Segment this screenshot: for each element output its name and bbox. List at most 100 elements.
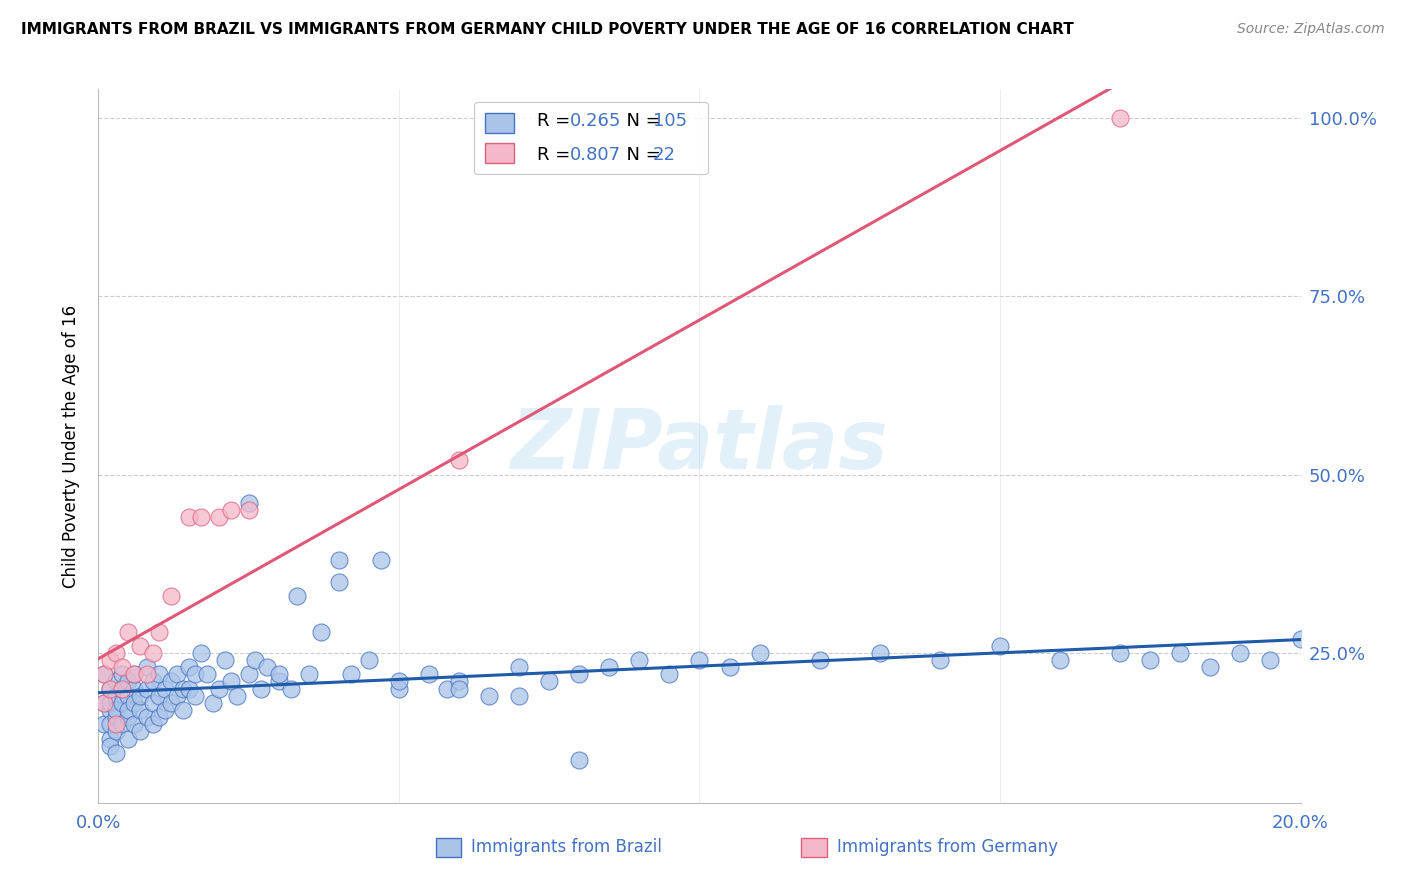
Point	[117, 624, 139, 639]
Point	[105, 724, 128, 739]
Point	[418, 667, 440, 681]
Point	[201, 696, 224, 710]
Point	[159, 696, 181, 710]
Point	[177, 660, 200, 674]
Point	[808, 653, 831, 667]
Point	[153, 703, 176, 717]
Point	[436, 681, 458, 696]
Point	[328, 553, 350, 567]
Point	[135, 667, 157, 681]
Point	[357, 653, 380, 667]
Point	[100, 717, 122, 731]
Point	[190, 510, 212, 524]
Point	[105, 689, 128, 703]
Point	[105, 717, 128, 731]
Point	[93, 696, 115, 710]
Point	[105, 746, 128, 760]
Point	[100, 653, 122, 667]
Point	[1139, 653, 1161, 667]
Point	[219, 503, 242, 517]
Point	[208, 510, 231, 524]
Point	[111, 660, 134, 674]
Point	[447, 674, 470, 689]
Point	[124, 667, 146, 681]
Point	[508, 660, 530, 674]
Point	[105, 646, 128, 660]
Point	[117, 703, 139, 717]
Legend:                               ,                               : ,	[474, 102, 709, 174]
Point	[111, 667, 134, 681]
Point	[129, 689, 152, 703]
Point	[267, 674, 290, 689]
Point	[388, 681, 411, 696]
Point	[124, 696, 146, 710]
Point	[129, 724, 152, 739]
Point	[689, 653, 711, 667]
Text: 22: 22	[652, 146, 675, 164]
Point	[328, 574, 350, 589]
Point	[117, 731, 139, 746]
Point	[141, 646, 163, 660]
Point	[219, 674, 242, 689]
Point	[141, 696, 163, 710]
Point	[183, 667, 205, 681]
Point	[141, 717, 163, 731]
Point	[1049, 653, 1071, 667]
Point	[748, 646, 770, 660]
Point	[267, 667, 290, 681]
Point	[538, 674, 561, 689]
Point	[172, 703, 194, 717]
Point	[111, 681, 134, 696]
Point	[117, 710, 139, 724]
Text: N =: N =	[614, 112, 666, 129]
Text: R =: R =	[537, 112, 576, 129]
Point	[111, 717, 134, 731]
Point	[718, 660, 741, 674]
Point	[658, 667, 681, 681]
Point	[105, 703, 128, 717]
Point	[117, 674, 139, 689]
Point	[447, 453, 470, 467]
Point	[478, 689, 501, 703]
Point	[93, 717, 115, 731]
Point	[249, 681, 271, 696]
Point	[129, 703, 152, 717]
Point	[124, 667, 146, 681]
Point	[93, 696, 115, 710]
Point	[177, 510, 200, 524]
Point	[141, 674, 163, 689]
Point	[214, 653, 236, 667]
Point	[929, 653, 952, 667]
Text: 105: 105	[652, 112, 686, 129]
Point	[1109, 646, 1132, 660]
Point	[100, 681, 122, 696]
Point	[111, 681, 134, 696]
Point	[135, 660, 157, 674]
Point	[1289, 632, 1312, 646]
Y-axis label: Child Poverty Under the Age of 16: Child Poverty Under the Age of 16	[62, 304, 80, 588]
Point	[159, 589, 181, 603]
Point	[148, 710, 170, 724]
Point	[135, 681, 157, 696]
Point	[124, 681, 146, 696]
Point	[100, 731, 122, 746]
Point	[100, 681, 122, 696]
Point	[100, 696, 122, 710]
Point	[190, 646, 212, 660]
Point	[93, 667, 115, 681]
Point	[124, 717, 146, 731]
Point	[111, 696, 134, 710]
Point	[105, 710, 128, 724]
Text: 0.807: 0.807	[569, 146, 620, 164]
Text: N =: N =	[614, 146, 666, 164]
Point	[309, 624, 332, 639]
Point	[148, 689, 170, 703]
Point	[238, 503, 260, 517]
Point	[243, 653, 266, 667]
Point	[869, 646, 891, 660]
Point	[628, 653, 651, 667]
Point	[100, 703, 122, 717]
Point	[148, 667, 170, 681]
Point	[1109, 111, 1132, 125]
Point	[225, 689, 247, 703]
